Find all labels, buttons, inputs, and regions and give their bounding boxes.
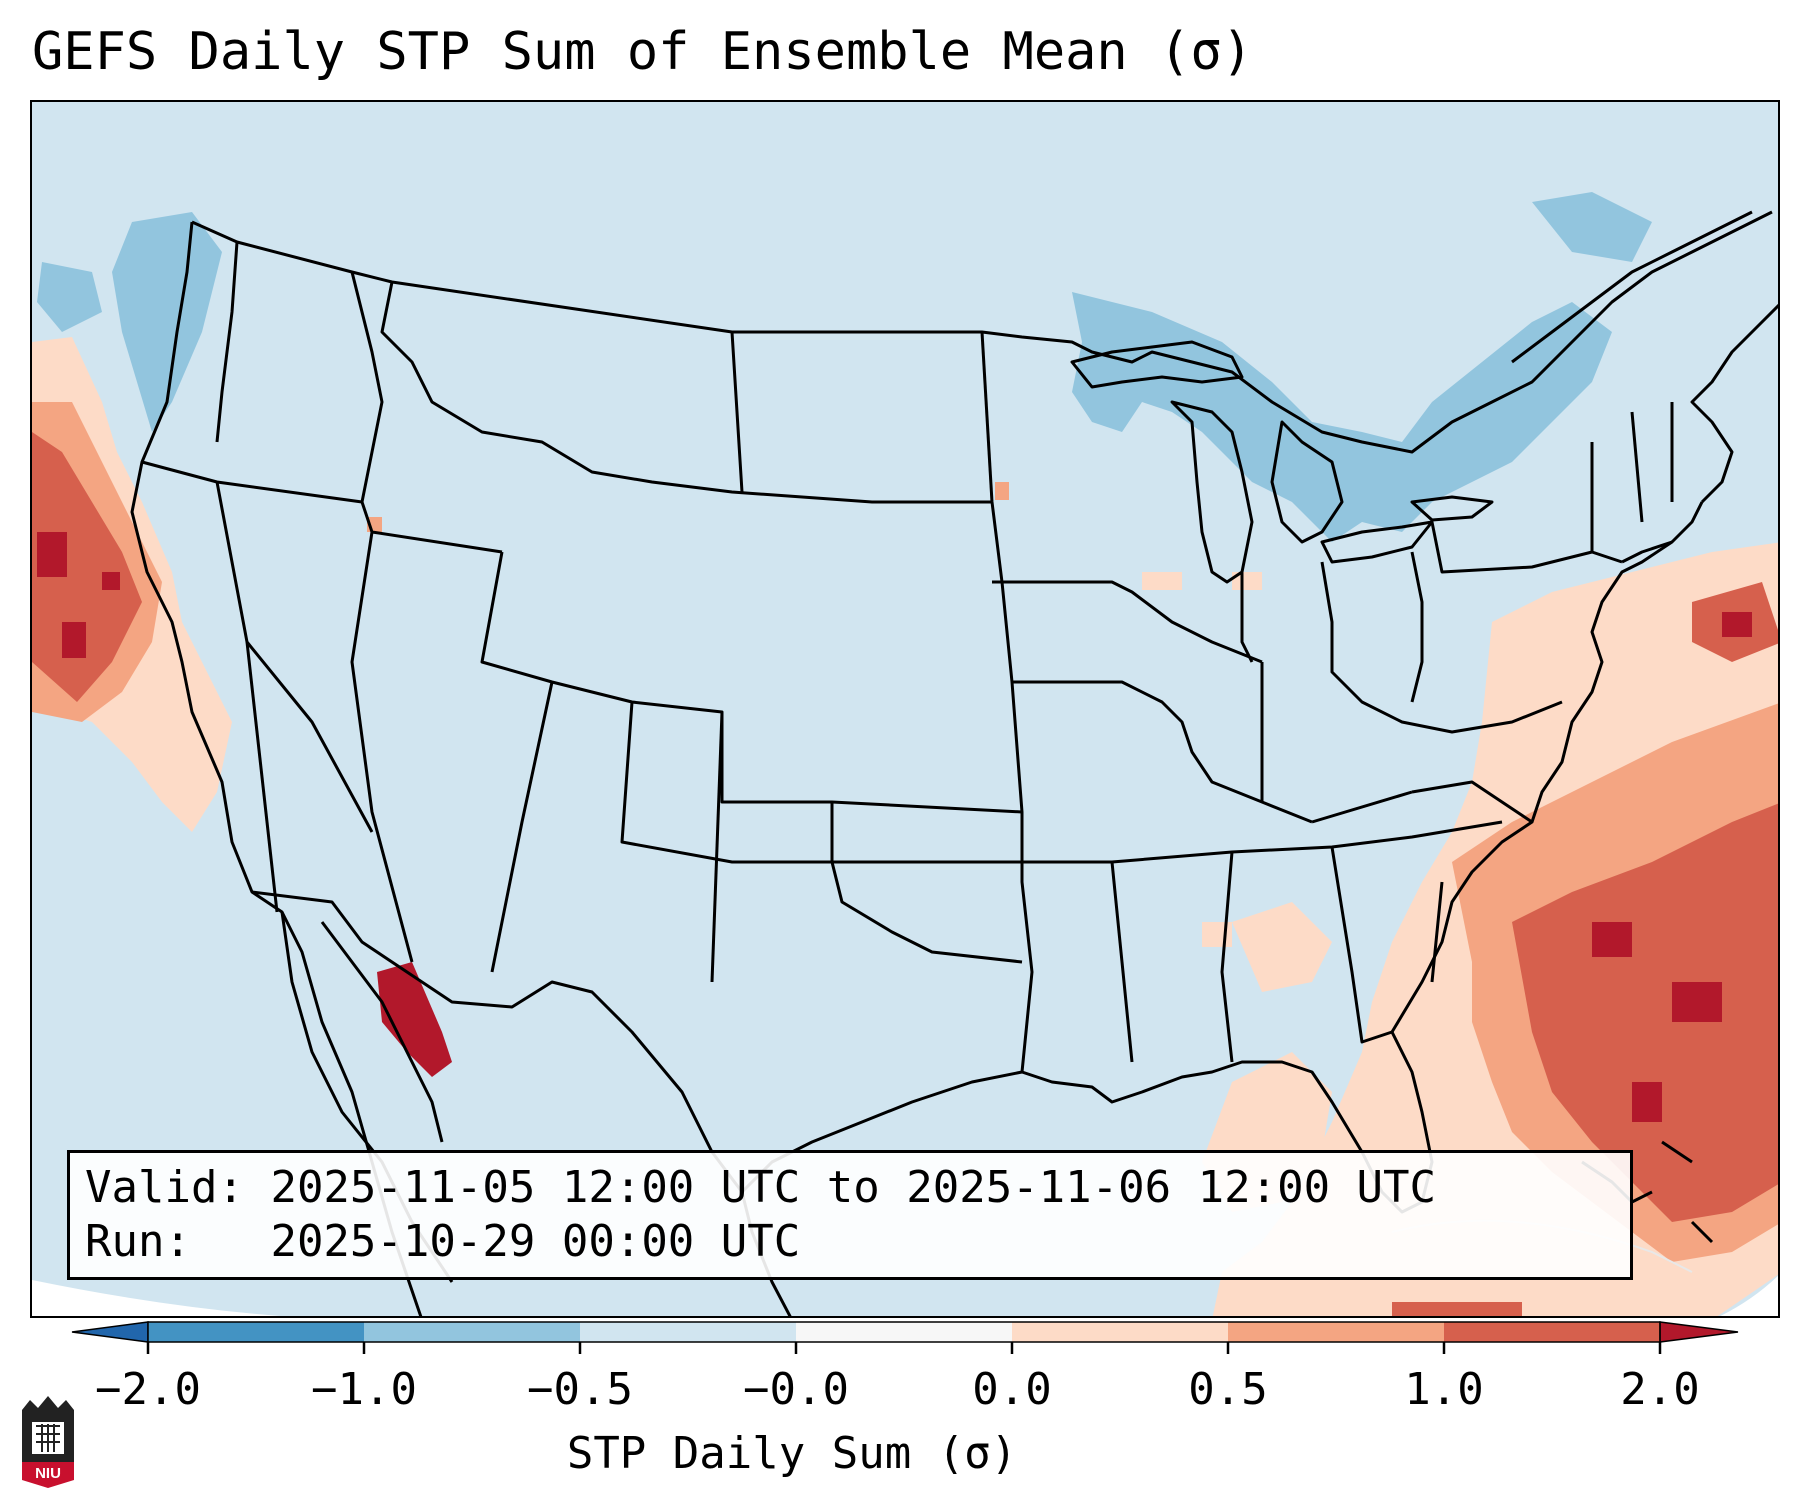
colorbar-tick-label: −2.0 — [95, 1364, 201, 1415]
state-line — [710, 711, 724, 983]
michigan-lower-peninsula — [1270, 420, 1344, 544]
colorbar-tick-label: 0.5 — [1188, 1364, 1268, 1415]
gulf-of-california-coast — [320, 921, 444, 1143]
anomaly-region — [1072, 292, 1612, 542]
colorbar-bin — [580, 1322, 796, 1342]
state-line — [480, 551, 1023, 814]
anomaly-cell — [995, 482, 1009, 500]
anomaly-region — [377, 962, 452, 1077]
anomaly-cell — [1232, 572, 1262, 590]
state-line — [350, 531, 414, 963]
colorbar-bin — [796, 1322, 1012, 1342]
run-time: 2025-10-29 00:00 UTC — [270, 1216, 801, 1267]
state-line — [1240, 572, 1254, 663]
state-line — [1330, 846, 1393, 1044]
colorbar-tick-label: −0.0 — [743, 1364, 849, 1415]
state-line — [215, 241, 239, 443]
state-line — [350, 271, 384, 503]
northern-border — [191, 210, 1773, 454]
colorbar-bin — [1444, 1322, 1660, 1342]
colorbar-tick-label: −0.5 — [527, 1364, 633, 1415]
anomaly-region — [37, 262, 102, 332]
state-line — [730, 331, 744, 493]
anomaly-cell — [1142, 572, 1182, 590]
colorbar-bin — [364, 1322, 580, 1342]
colorbar-extend-high — [1659, 1321, 1739, 1343]
anomaly-cell — [1632, 1082, 1662, 1122]
state-line — [1430, 521, 1623, 574]
colorbar — [71, 1321, 1739, 1354]
state-line — [830, 802, 1023, 964]
state-line — [1022, 820, 1503, 864]
anomaly-region — [112, 212, 222, 432]
new-england-coastline — [1690, 303, 1778, 504]
anomaly-cell — [1592, 922, 1632, 957]
state-line — [992, 580, 1263, 664]
state-line — [1430, 881, 1444, 983]
anomaly-cell — [1392, 1302, 1522, 1316]
anomaly-cell — [1672, 982, 1722, 1022]
domain-edge-right — [1720, 1275, 1778, 1316]
lake-superior — [1070, 340, 1244, 389]
validity-info-box: Valid: 2025-11-05 12:00 UTC to 2025-11-0… — [67, 1150, 1633, 1280]
lake-ontario — [1410, 495, 1494, 522]
st-lawrence-shore — [1511, 210, 1753, 364]
colorbar-bin — [1012, 1322, 1228, 1342]
valid-time-range: 2025-11-05 12:00 UTC to 2025-11-06 12:00… — [270, 1162, 1437, 1213]
colorbar-extend-low — [71, 1321, 149, 1343]
state-line — [1630, 411, 1644, 523]
colorbar-outline — [147, 1321, 1661, 1343]
state-line — [245, 641, 279, 913]
pacific-coastline — [130, 221, 423, 1316]
state-line — [490, 681, 554, 973]
state-line — [380, 281, 992, 504]
state-line — [215, 481, 374, 833]
anomaly-cell — [62, 622, 86, 658]
logo-text: NIU — [35, 1465, 61, 1482]
state-line — [1411, 780, 1533, 824]
colorbar-tick-label: 2.0 — [1620, 1364, 1700, 1415]
map-panel[interactable] — [30, 100, 1780, 1318]
colorbar-tick-label: 1.0 — [1404, 1364, 1484, 1415]
anomaly-fields — [32, 192, 1778, 1316]
valid-label: Valid: — [85, 1162, 244, 1213]
state-line — [1220, 851, 1234, 1063]
state-line — [1311, 790, 1413, 824]
state-line — [1012, 680, 1313, 824]
niu-logo-icon: NIU — [18, 1390, 78, 1490]
anomaly-region — [32, 432, 142, 702]
lake-michigan — [1170, 400, 1254, 584]
state-line — [1320, 561, 1563, 734]
domain-edge-left — [32, 1280, 281, 1316]
long-island — [1621, 540, 1673, 564]
lake-erie — [1320, 520, 1434, 564]
anomaly-region — [1512, 803, 1778, 1222]
mexico-border — [251, 890, 744, 1193]
colorbar-tick-label: −1.0 — [311, 1364, 417, 1415]
colorbar-bin — [148, 1322, 364, 1342]
anomaly-cell — [1722, 612, 1752, 637]
state-line — [620, 701, 1022, 864]
anomaly-region — [1532, 192, 1652, 262]
state-line — [980, 331, 994, 503]
colorbar-label: STP Daily Sum (σ) — [566, 1428, 1018, 1479]
colorbar-bin — [1228, 1322, 1444, 1342]
anomaly-cell — [37, 532, 67, 577]
anomaly-region — [1232, 902, 1332, 992]
stp-map — [32, 102, 1778, 1316]
run-label: Run: — [85, 1216, 191, 1267]
atlantic-coastline — [1390, 501, 1704, 1033]
anomaly-cell — [102, 572, 120, 590]
colorbar-tick-label: 0.0 — [972, 1364, 1052, 1415]
page-title: GEFS Daily STP Sum of Ensemble Mean (σ) — [32, 22, 1253, 82]
state-line — [1110, 861, 1134, 1063]
anomaly-cell — [1202, 922, 1232, 947]
state-line — [1410, 551, 1424, 703]
